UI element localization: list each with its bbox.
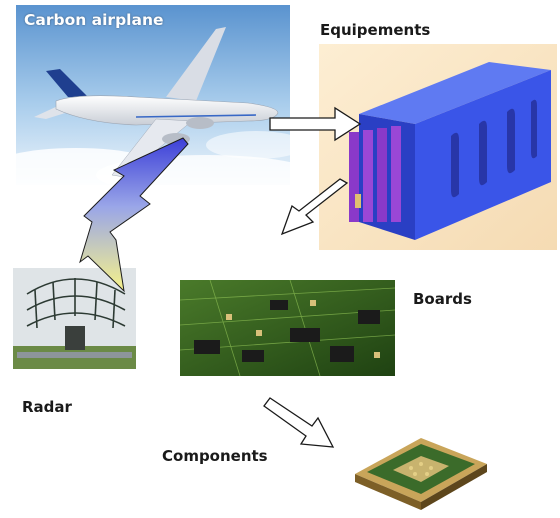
equipment-photo [319, 44, 557, 250]
arrow-down-right-icon [263, 397, 335, 448]
boards-label: Boards [413, 290, 472, 308]
components-label: Components [162, 447, 268, 465]
arrow-right-icon [269, 106, 362, 142]
boards-photo [180, 280, 395, 376]
equipment-label: Equipements [320, 21, 431, 39]
lightning-bolt-icon [79, 137, 189, 293]
airplane-label: Carbon airplane [24, 11, 164, 29]
radar-photo [13, 268, 136, 369]
radar-label: Radar [22, 398, 72, 416]
components-photo [345, 420, 495, 518]
arrow-down-left-icon [280, 178, 349, 236]
